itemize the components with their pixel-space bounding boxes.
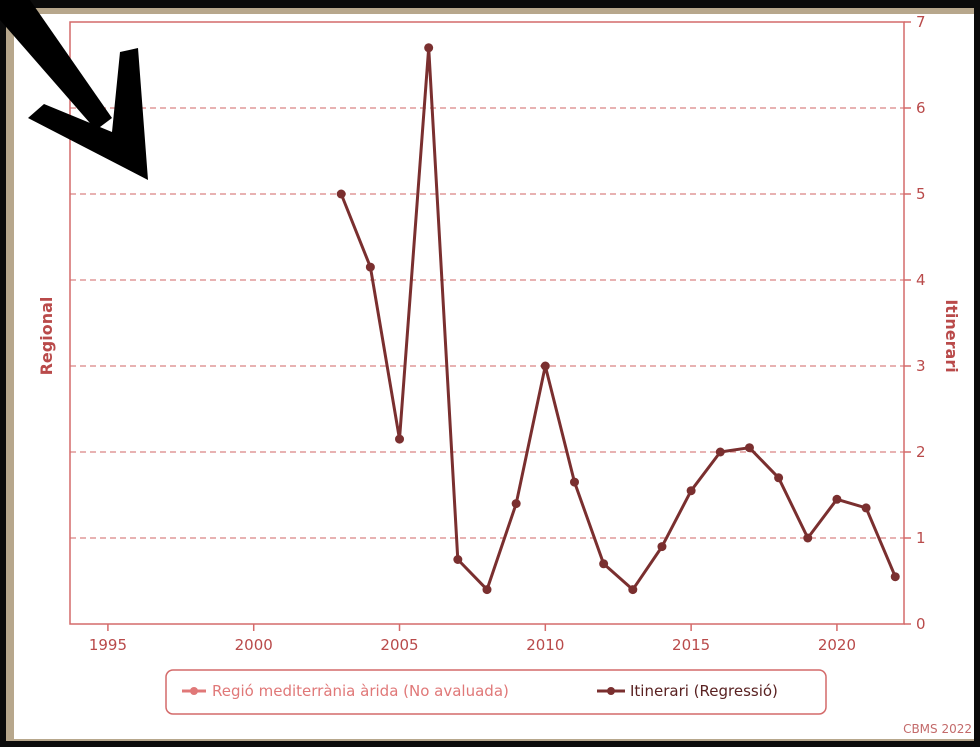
data-point-1-2007 (453, 555, 463, 564)
x-tick-label-2015: 2015 (672, 636, 710, 654)
line-chart: 1995 2000 2005 2010 2015 2020 0 1 2 3 4 5 6 7 Region… (37, 14, 972, 736)
x-tick-label-2000: 2000 (235, 636, 273, 654)
data-point-1-2016 (715, 447, 725, 457)
data-point-1-2015 (686, 486, 696, 496)
data-point-1-2011 (569, 477, 579, 487)
legend-item-itinerari[interactable]: Itinerari (Regressió) (597, 682, 778, 700)
data-point-1-2006 (424, 43, 434, 53)
data-point-1-2009 (511, 499, 521, 509)
right-axis-title: Itinerari (942, 299, 961, 372)
x-tick-label-2020: 2020 (818, 636, 856, 654)
series-line-1 (339, 46, 897, 592)
data-point-1-2020 (832, 494, 842, 504)
data-point-1-2017 (744, 443, 754, 453)
x-tick-label-2005: 2005 (380, 636, 418, 654)
y-tick-label-5: 5 (916, 185, 926, 203)
legend-box (165, 669, 827, 715)
legend-item-regio[interactable]: Regió mediterrània àrida (No avaluada) (182, 682, 509, 700)
data-point-1-2022 (890, 572, 900, 582)
legend-itinerari-swatch-marker (607, 687, 615, 695)
x-tick-label-2010: 2010 (526, 636, 564, 654)
y-axis-ticks: 0 1 2 3 4 5 6 7 (904, 14, 926, 633)
credit-text: CBMS 2022 (903, 722, 972, 736)
y-tick-label-0: 0 (916, 615, 926, 633)
data-point-1-2018 (774, 473, 784, 483)
y-tick-label-2: 2 (916, 443, 926, 461)
data-point-1-2014 (657, 542, 667, 552)
y-tick-label-1: 1 (916, 529, 926, 547)
grid-lines (70, 107, 904, 539)
data-point-1-2013 (628, 585, 638, 595)
y-tick-label-6: 6 (916, 99, 926, 117)
data-point-1-2005 (395, 434, 405, 444)
legend-regio-swatch-marker (190, 687, 198, 695)
data-point-1-2004 (365, 262, 375, 272)
y-tick-label-7: 7 (916, 14, 926, 31)
left-axis-title: Regional (37, 297, 56, 376)
legend-regio-label: Regió mediterrània àrida (No avaluada) (212, 682, 509, 700)
chart-canvas: 1995 2000 2005 2010 2015 2020 0 1 2 3 4 5 6 7 Region… (14, 14, 974, 739)
data-point-1-2010 (540, 361, 550, 371)
data-point-1-2012 (599, 559, 609, 569)
data-point-1-2019 (803, 533, 813, 543)
data-point-1-2021 (861, 503, 871, 513)
chart-legend: Regió mediterrània àrida (No avaluada) I… (165, 669, 827, 715)
chart-axes (69, 21, 905, 625)
data-point-1-2003 (336, 189, 346, 199)
legend-itinerari-label: Itinerari (Regressió) (630, 682, 778, 700)
data-point-1-2008 (482, 585, 492, 595)
x-tick-label-1995: 1995 (89, 636, 127, 654)
y-tick-label-4: 4 (916, 271, 926, 289)
series-layer (336, 43, 900, 595)
plot-frame (69, 21, 905, 625)
y-tick-label-3: 3 (916, 357, 926, 375)
x-axis-ticks: 1995 2000 2005 2010 2015 2020 (89, 624, 856, 654)
